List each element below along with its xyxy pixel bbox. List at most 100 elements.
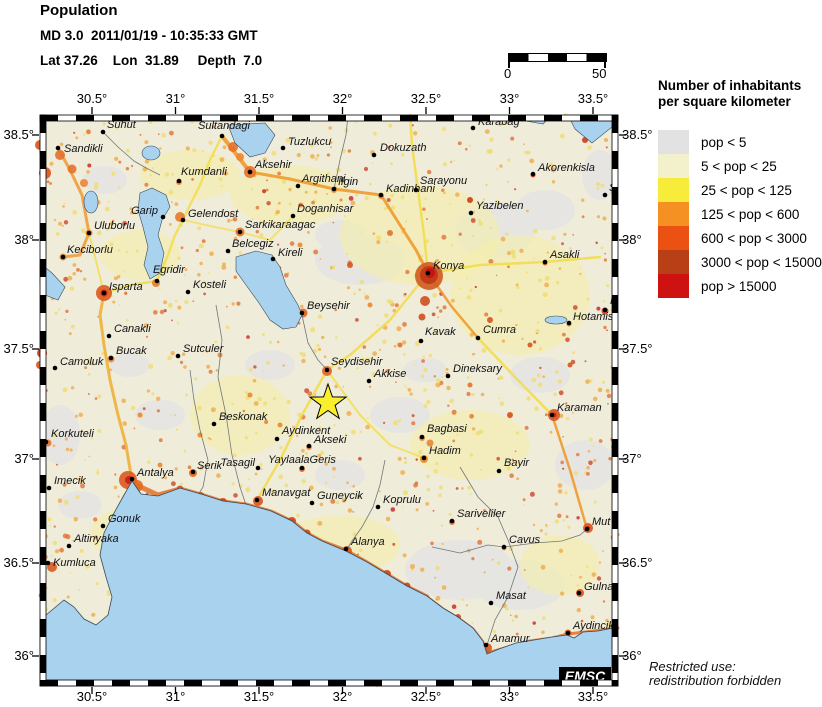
- city-dot-cumra: [475, 335, 481, 341]
- pop-speckle: [388, 299, 394, 305]
- city-dot-sarayonu: [413, 187, 419, 193]
- pop-speckle: [286, 399, 291, 405]
- pop-speckle: [505, 232, 509, 236]
- lon-label-top-0: 30.5°: [76, 91, 108, 106]
- pop-speckle: [281, 179, 287, 184]
- city-dot-guneycik: [309, 500, 315, 506]
- pop-speckle: [111, 219, 115, 223]
- pop-speckle: [423, 404, 428, 408]
- pop-speckle: [527, 586, 530, 589]
- city-dot-hotamis: [566, 320, 572, 326]
- pop-speckle: [96, 471, 100, 475]
- pop-speckle: [159, 147, 162, 150]
- pop-speckle: [489, 227, 492, 230]
- pop-speckle: [465, 604, 468, 607]
- pop-speckle: [52, 444, 56, 448]
- pop-speckle: [356, 366, 359, 370]
- pop-speckle: [426, 487, 431, 492]
- pop-speckle: [301, 479, 306, 484]
- pop-density-blob: [527, 342, 533, 348]
- pop-speckle: [139, 133, 142, 136]
- pop-speckle: [398, 419, 401, 423]
- pop-speckle: [557, 513, 562, 518]
- pop-speckle: [58, 221, 63, 226]
- pop-density-blob: [297, 242, 303, 248]
- city-label-doganhisar: Doganhisar: [297, 203, 355, 215]
- pop-speckle: [394, 303, 399, 308]
- pop-speckle: [282, 164, 286, 167]
- city-dot-konya: [425, 270, 431, 276]
- pop-speckle: [94, 535, 98, 539]
- pop-speckle: [163, 309, 167, 313]
- pop-speckle: [480, 392, 485, 397]
- pop-speckle: [62, 482, 67, 487]
- city-dot-serik: [190, 469, 196, 475]
- pop-corridor: [326, 369, 425, 459]
- city-dot-s: [602, 192, 608, 198]
- pop-speckle: [393, 344, 397, 348]
- pop-speckle: [434, 576, 437, 579]
- city-dot-kosteli: [185, 289, 191, 295]
- pop-speckle: [402, 322, 407, 327]
- pop-speckle: [197, 226, 202, 231]
- pop-speckle: [411, 124, 414, 127]
- pop-speckle: [355, 193, 359, 197]
- pop-speckle: [461, 598, 464, 601]
- pop-speckle: [115, 127, 119, 130]
- pop-speckle: [446, 385, 451, 391]
- pop-speckle: [581, 215, 585, 219]
- pop-speckle: [231, 402, 234, 405]
- pop-speckle: [170, 351, 175, 356]
- city-label-guneycik: Guneycik: [317, 490, 363, 502]
- pop-speckle: [262, 370, 265, 372]
- pop-speckle: [551, 180, 556, 184]
- legend-label-6: pop > 15000: [701, 278, 777, 294]
- low-pop-patch: [110, 353, 150, 377]
- pop-speckle: [604, 252, 606, 255]
- pop-speckle: [334, 384, 339, 389]
- pop-speckle: [195, 248, 199, 253]
- city-label-bayir: Bayir: [504, 457, 530, 469]
- pop-speckle: [171, 319, 174, 322]
- pop-speckle: [413, 131, 418, 136]
- pop-speckle: [536, 321, 540, 324]
- pop-speckle: [121, 398, 126, 404]
- pop-speckle: [565, 515, 569, 519]
- city-label-mut: Mut: [592, 516, 611, 528]
- city-label-garip: Garip: [131, 205, 158, 217]
- pop-speckle: [468, 144, 471, 147]
- pop-speckle: [445, 367, 449, 371]
- pop-speckle: [606, 393, 612, 399]
- pop-speckle: [330, 137, 333, 140]
- city-dot-sandikli: [55, 145, 61, 151]
- city-label-cumra: Cumra: [483, 324, 516, 336]
- pop-speckle: [93, 185, 99, 190]
- pop-speckle: [471, 427, 476, 431]
- pop-speckle: [471, 392, 475, 397]
- pop-speckle: [562, 435, 564, 438]
- pop-speckle: [344, 433, 348, 437]
- pop-speckle: [478, 429, 484, 435]
- city-label-alanya: Alanya: [350, 536, 385, 548]
- city-label-hadim: Hadim: [429, 445, 461, 457]
- lon-label-bottom-4: 32.5°: [410, 689, 442, 704]
- pop-speckle: [174, 414, 176, 416]
- pop-speckle: [106, 227, 110, 231]
- city-label-tuzlukcu: Tuzlukcu: [288, 136, 331, 148]
- pop-speckle: [560, 460, 564, 465]
- city-label-dokuzath: Dokuzath: [380, 142, 426, 154]
- pop-speckle: [262, 157, 267, 162]
- pop-speckle: [54, 549, 60, 554]
- pop-speckle: [133, 427, 136, 430]
- pop-speckle: [75, 495, 80, 499]
- pop-density-blob: [137, 412, 143, 418]
- pop-speckle: [471, 557, 475, 561]
- pop-speckle: [105, 206, 110, 212]
- pop-speckle: [207, 437, 210, 440]
- pop-speckle: [385, 516, 391, 522]
- pop-speckle: [551, 236, 556, 241]
- pop-speckle: [264, 420, 269, 424]
- low-pop-patch: [83, 166, 127, 194]
- pop-speckle: [588, 437, 593, 442]
- pop-speckle: [230, 219, 233, 222]
